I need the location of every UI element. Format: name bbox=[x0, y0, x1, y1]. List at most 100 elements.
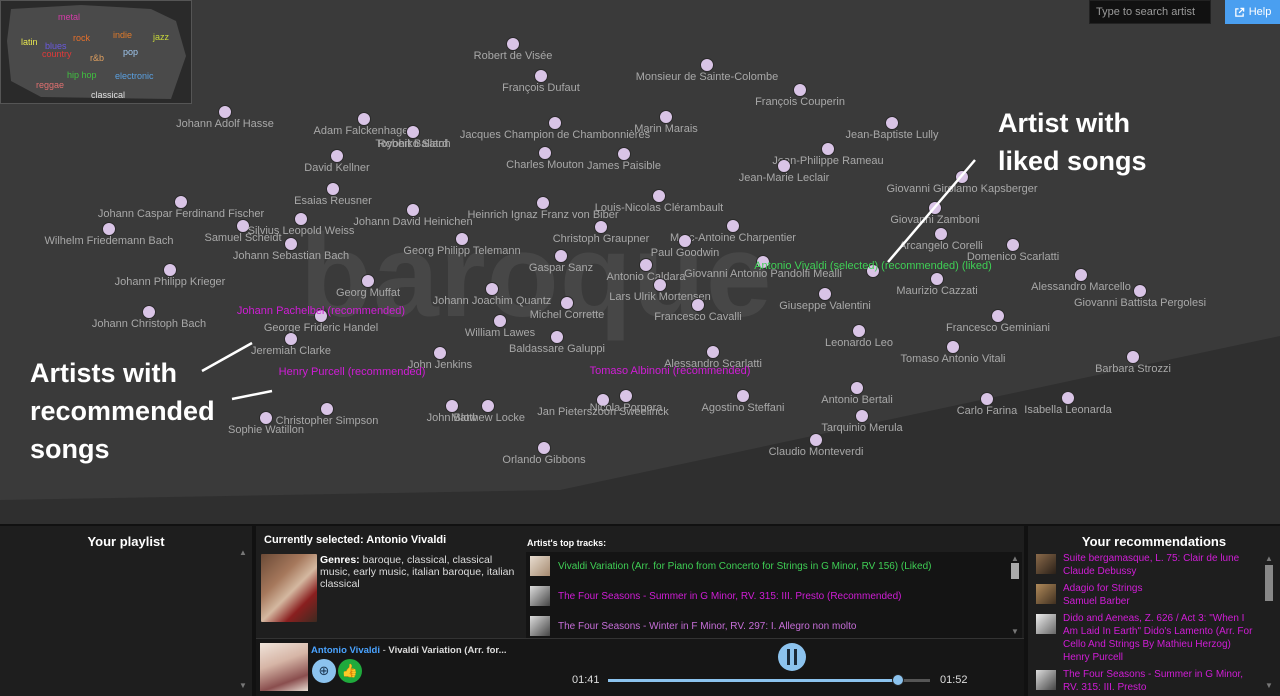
artist-dot[interactable] bbox=[736, 389, 750, 403]
minimap-genre-label[interactable]: country bbox=[42, 49, 72, 59]
artist-dot[interactable] bbox=[818, 287, 832, 301]
artist-dot[interactable] bbox=[433, 346, 447, 360]
artist-dot[interactable] bbox=[493, 314, 507, 328]
minimap-genre-label[interactable]: hip hop bbox=[67, 70, 97, 80]
artist-dot[interactable] bbox=[406, 125, 420, 139]
artist-dot[interactable] bbox=[866, 264, 880, 278]
artist-label[interactable]: Tarquinio Merula bbox=[821, 422, 903, 434]
artist-label[interactable]: Johann Joachim Quantz bbox=[432, 295, 552, 307]
artist-label[interactable]: Johann Christoph Bach bbox=[91, 318, 207, 330]
artist-dot[interactable] bbox=[330, 149, 344, 163]
artist-dot[interactable] bbox=[537, 441, 551, 455]
artist-label[interactable]: Gaspar Sanz bbox=[528, 262, 594, 274]
scroll-up-icon[interactable]: ▲ bbox=[1265, 554, 1273, 563]
artist-dot[interactable] bbox=[485, 282, 499, 296]
artist-dot[interactable] bbox=[259, 411, 273, 425]
artist-dot[interactable] bbox=[538, 146, 552, 160]
artist-dot[interactable] bbox=[955, 170, 969, 184]
artist-dot[interactable] bbox=[991, 309, 1005, 323]
help-button[interactable]: Help bbox=[1225, 0, 1280, 24]
artist-dot[interactable] bbox=[946, 340, 960, 354]
artist-dot[interactable] bbox=[218, 105, 232, 119]
artist-dot[interactable] bbox=[777, 159, 791, 173]
artist-dot[interactable] bbox=[174, 195, 188, 209]
artist-label[interactable]: John Blow bbox=[426, 412, 478, 424]
artist-label[interactable]: Antonio Caldara bbox=[606, 271, 686, 283]
artist-label[interactable]: Francesco Cavalli bbox=[654, 311, 742, 323]
like-button[interactable]: 👍 bbox=[338, 659, 362, 683]
artist-label[interactable]: Michel Corrette bbox=[529, 309, 605, 321]
artist-label[interactable]: Christoph Graupner bbox=[552, 233, 650, 245]
artist-label[interactable]: Matthew Locke bbox=[451, 412, 525, 424]
artist-label[interactable]: Domenico Scarlatti bbox=[966, 251, 1060, 263]
minimap-genre-label[interactable]: electronic bbox=[115, 71, 154, 81]
artist-label[interactable]: Antonio Vivaldi (selected) (recommended)… bbox=[754, 260, 992, 272]
artist-dot[interactable] bbox=[236, 219, 250, 233]
artist-dot[interactable] bbox=[821, 142, 835, 156]
artist-label[interactable]: Jean-Philippe Rameau bbox=[772, 155, 884, 167]
recommendation-item[interactable]: Suite bergamasque, L. 75: Clair de lune C… bbox=[1036, 552, 1258, 578]
artist-dot[interactable] bbox=[550, 330, 564, 344]
minimap-genre-label[interactable]: rock bbox=[73, 33, 91, 43]
track-row[interactable]: The Four Seasons - Summer in G Minor, RV… bbox=[526, 584, 1006, 608]
artist-label[interactable]: John Jenkins bbox=[407, 359, 473, 371]
artist-dot[interactable] bbox=[619, 389, 633, 403]
artist-dot[interactable] bbox=[706, 345, 720, 359]
artist-label[interactable]: Jan Pieterszoon Sweelinck bbox=[537, 406, 669, 418]
artist-dot[interactable] bbox=[406, 203, 420, 217]
artist-dot[interactable] bbox=[1133, 284, 1147, 298]
artist-label[interactable]: Baldassare Galuppi bbox=[508, 343, 606, 355]
recommendation-item[interactable]: Dido and Aeneas, Z. 626 / Act 3: "When I… bbox=[1036, 612, 1258, 664]
artist-label[interactable]: Jacques Champion de Chambonnières bbox=[459, 129, 651, 141]
artist-dot[interactable] bbox=[885, 116, 899, 130]
artist-label[interactable]: James Paisible bbox=[587, 160, 661, 172]
artist-label[interactable]: Esaias Reusner bbox=[294, 195, 372, 207]
track-row[interactable]: Vivaldi Variation (Arr. for Piano from C… bbox=[526, 554, 1006, 578]
artist-dot[interactable] bbox=[1074, 268, 1088, 282]
artist-dot[interactable] bbox=[594, 220, 608, 234]
artist-label[interactable]: Samuel Scheidt bbox=[204, 232, 282, 244]
artist-dot[interactable] bbox=[659, 110, 673, 124]
artist-label[interactable]: David Kellner bbox=[304, 162, 370, 174]
artist-dot[interactable] bbox=[536, 196, 550, 210]
artist-dot[interactable] bbox=[1126, 350, 1140, 364]
artist-label[interactable]: Giovanni Antonio Pandolfi Mealli bbox=[684, 268, 842, 280]
artist-dot[interactable] bbox=[284, 237, 298, 251]
artist-label[interactable]: Robert de Visée bbox=[473, 50, 553, 62]
artist-dot[interactable] bbox=[617, 147, 631, 161]
artist-dot[interactable] bbox=[793, 83, 807, 97]
artist-label[interactable]: Christopher Simpson bbox=[275, 415, 379, 427]
pause-button[interactable] bbox=[778, 643, 806, 671]
artist-label[interactable]: François Dufaut bbox=[502, 82, 580, 94]
artist-dot[interactable] bbox=[1061, 391, 1075, 405]
artist-dot[interactable] bbox=[980, 392, 994, 406]
artist-label[interactable]: Paul Goodwin bbox=[650, 247, 720, 259]
minimap-genre-label[interactable]: metal bbox=[58, 12, 81, 22]
artist-label[interactable]: Alessandro Marcello bbox=[1031, 281, 1131, 293]
artist-dot[interactable] bbox=[930, 272, 944, 286]
artist-dot[interactable] bbox=[314, 309, 328, 323]
artist-label[interactable]: Tomaso Antonio Vitali bbox=[900, 353, 1006, 365]
artist-dot[interactable] bbox=[855, 409, 869, 423]
artist-dot[interactable] bbox=[163, 263, 177, 277]
top-tracks-list[interactable]: Vivaldi Variation (Arr. for Piano from C… bbox=[526, 552, 1022, 638]
artist-dot[interactable] bbox=[700, 58, 714, 72]
recommendations-scrollbar[interactable]: ▲ ▼ bbox=[1264, 554, 1274, 690]
minimap-genre-label[interactable]: blues bbox=[45, 41, 67, 51]
artist-dot[interactable] bbox=[102, 222, 116, 236]
artist-dot[interactable] bbox=[284, 332, 298, 346]
artist-label[interactable]: Carlo Farina bbox=[956, 405, 1018, 417]
artist-label[interactable]: Johann Philipp Krieger bbox=[114, 276, 226, 288]
artist-dot[interactable] bbox=[809, 433, 823, 447]
artist-dot[interactable] bbox=[756, 255, 770, 269]
artist-label[interactable]: Orlando Gibbons bbox=[502, 454, 586, 466]
artist-dot[interactable] bbox=[691, 298, 705, 312]
artist-dot[interactable] bbox=[455, 232, 469, 246]
scroll-down-icon[interactable]: ▼ bbox=[1265, 681, 1273, 690]
scroll-up-icon[interactable]: ▲ bbox=[239, 548, 247, 557]
artist-dot[interactable] bbox=[560, 296, 574, 310]
artist-dot[interactable] bbox=[445, 399, 459, 413]
minimap-genre-label[interactable]: jazz bbox=[153, 32, 170, 42]
artist-dot[interactable] bbox=[1006, 238, 1020, 252]
artist-label[interactable]: Claudio Monteverdi bbox=[768, 446, 864, 458]
